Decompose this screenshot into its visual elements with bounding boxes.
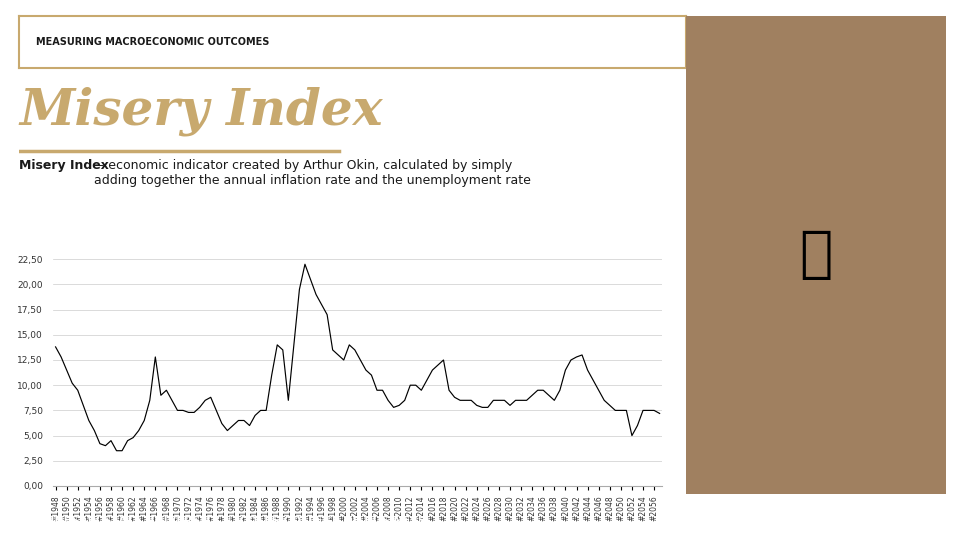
Text: MEASURING MACROECONOMIC OUTCOMES: MEASURING MACROECONOMIC OUTCOMES	[36, 37, 269, 47]
Text: Misery Index: Misery Index	[19, 86, 383, 136]
Text: KENNESAW STATE UNIVERSITY  |  COLES COLLEGE OF BUSINESS: KENNESAW STATE UNIVERSITY | COLES COLLEG…	[29, 516, 425, 527]
Text: – economic indicator created by Arthur Okin, calculated by simply
adding togethe: – economic indicator created by Arthur O…	[94, 159, 531, 187]
Text: 🤡: 🤡	[800, 228, 832, 282]
Text: Misery Index: Misery Index	[19, 159, 109, 172]
